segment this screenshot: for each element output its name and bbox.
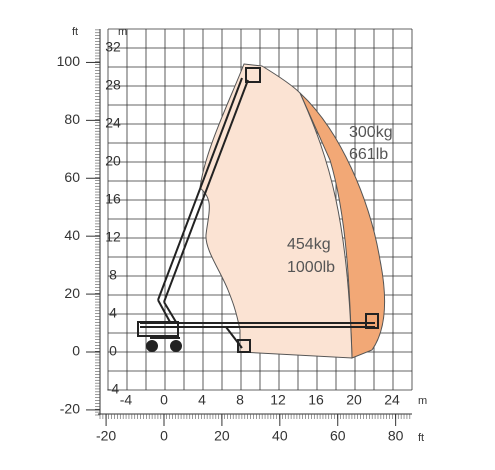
ft-tick-label: 60 [330, 428, 346, 444]
ft-tick-label: 40 [64, 227, 80, 243]
m-tick-label: 0 [160, 392, 168, 408]
ft-unit: ft [418, 432, 424, 444]
ft-tick-label: 40 [272, 428, 288, 444]
ft-tick-label: 80 [388, 428, 404, 444]
ft-tick-label: 60 [64, 169, 80, 185]
m-tick-label: 20 [346, 392, 362, 408]
m-tick-label: 8 [109, 267, 117, 283]
ft-unit: ft [72, 26, 78, 38]
m-tick-label: 12 [105, 229, 121, 245]
m-tick-label: 4 [109, 305, 117, 321]
m-tick-label: 0 [109, 343, 117, 359]
ft-tick-label: 80 [64, 111, 80, 127]
m-tick-label: 12 [270, 392, 286, 408]
inner-zone [199, 63, 353, 359]
m-tick-label: 24 [105, 115, 121, 131]
outer-zone [299, 92, 386, 359]
m-tick-label: -4 [120, 392, 133, 408]
ft-tick-label: 0 [72, 343, 80, 359]
m-tick-label: 16 [308, 392, 324, 408]
m-unit: m [418, 395, 427, 407]
m-tick-label: 20 [105, 153, 121, 169]
ft-tick-label: 20 [214, 428, 230, 444]
machine [137, 67, 379, 353]
zone-load-imperial: 1000lb [287, 259, 335, 276]
m-tick-label: 32 [105, 39, 121, 55]
ft-tick-label: 0 [160, 428, 168, 444]
ft-tick-label: 20 [64, 285, 80, 301]
m-tick-label: 24 [384, 392, 400, 408]
zone-load: 454kg [287, 236, 331, 253]
m-tick-label: -4 [107, 381, 120, 397]
zone-load: 300kg [349, 124, 393, 141]
zone-load-imperial: 661lb [349, 146, 388, 163]
m-tick-label: 16 [105, 191, 121, 207]
m-tick-label: 8 [236, 392, 244, 408]
ft-tick-label: -20 [60, 401, 80, 417]
m-tick-label: 4 [198, 392, 206, 408]
ft-tick-label: 100 [57, 53, 81, 69]
m-tick-label: 28 [105, 77, 121, 93]
m-unit: m [118, 26, 127, 38]
ft-tick-label: -20 [96, 428, 116, 444]
